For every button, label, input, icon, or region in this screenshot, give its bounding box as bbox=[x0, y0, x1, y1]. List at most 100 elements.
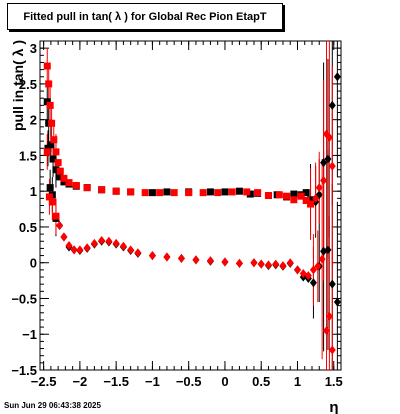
red-marker bbox=[134, 248, 142, 258]
red-marker bbox=[60, 174, 68, 182]
red-marker bbox=[264, 260, 272, 270]
red-marker bbox=[170, 189, 178, 197]
x-tick-label: −2 bbox=[72, 374, 87, 389]
red-marker bbox=[304, 271, 312, 281]
y-tick-label: 2.5 bbox=[19, 77, 37, 92]
red-marker bbox=[45, 193, 53, 201]
axis-ticks: −2.5 −2 −1.5 −1 −0.5 0 0.5 1 1.5 −1.5 −1 −0.5 0 0.5 1 1… bbox=[11, 41, 343, 389]
red-marker bbox=[43, 62, 51, 70]
x-tick-label: 0.5 bbox=[252, 374, 270, 389]
y-tick-label: 3 bbox=[30, 41, 37, 56]
red-marker bbox=[279, 261, 287, 271]
red-marker bbox=[45, 80, 53, 88]
red-marker bbox=[235, 258, 243, 268]
red-marker bbox=[286, 258, 294, 268]
red-marker bbox=[98, 186, 106, 194]
red-marker bbox=[65, 179, 73, 187]
red-marker bbox=[250, 258, 258, 268]
red-marker bbox=[46, 101, 54, 109]
red-marker bbox=[48, 119, 56, 127]
red-marker bbox=[56, 221, 64, 231]
black-marker bbox=[307, 196, 315, 204]
black-marker bbox=[302, 189, 310, 197]
x-tick-label: −2.5 bbox=[31, 374, 57, 389]
red-marker bbox=[127, 188, 135, 196]
red-marker bbox=[283, 192, 291, 200]
y-tick-label: 2 bbox=[30, 113, 37, 128]
black-marker bbox=[52, 166, 60, 174]
red-marker bbox=[254, 189, 262, 197]
red-marker bbox=[83, 184, 91, 192]
red-marker bbox=[206, 256, 214, 266]
y-tick-label: −0.5 bbox=[11, 291, 37, 306]
red-marker bbox=[199, 189, 207, 197]
red-marker bbox=[52, 212, 60, 220]
x-tick-label: −1 bbox=[145, 374, 160, 389]
y-tick-label: −1 bbox=[22, 327, 37, 342]
red-marker bbox=[43, 148, 51, 156]
y-tick-label: 1.5 bbox=[19, 148, 37, 163]
red-marker bbox=[119, 241, 127, 251]
black-marker bbox=[49, 155, 57, 163]
black-marker bbox=[333, 297, 341, 307]
black-marker bbox=[56, 173, 64, 181]
x-tick-label: 1.5 bbox=[325, 374, 343, 389]
x-tick-label: 1 bbox=[294, 374, 301, 389]
red-marker bbox=[54, 159, 62, 167]
red-marker bbox=[112, 187, 120, 195]
chart-title: Fitted pull in tan( λ ) for Global Rec P… bbox=[7, 3, 283, 30]
black-marker bbox=[320, 158, 328, 168]
red-marker bbox=[293, 265, 301, 275]
timestamp-footer: Sun Jun 29 06:43:38 2025 bbox=[4, 401, 101, 410]
red-marker bbox=[264, 191, 272, 199]
red-marker bbox=[290, 196, 298, 204]
error-bars bbox=[46, 41, 338, 370]
red-marker bbox=[185, 189, 193, 197]
black-marker bbox=[324, 154, 332, 164]
red-marker bbox=[60, 232, 68, 242]
black-marker bbox=[328, 279, 336, 289]
black-marker bbox=[328, 100, 336, 110]
black-marker bbox=[333, 72, 341, 82]
red-marker bbox=[272, 259, 280, 269]
black-marker bbox=[163, 188, 171, 196]
plot-frame bbox=[39, 40, 342, 371]
red-marker bbox=[156, 189, 164, 197]
red-marker bbox=[214, 189, 222, 197]
red-marker bbox=[112, 238, 120, 248]
red-marker bbox=[312, 193, 320, 203]
y-tick-label: 1 bbox=[30, 184, 37, 199]
red-marker bbox=[318, 254, 326, 264]
y-axis-label: pull in tan( λ ) bbox=[10, 40, 26, 131]
red-marker bbox=[192, 255, 200, 265]
red-marker bbox=[243, 188, 251, 196]
red-marker bbox=[309, 265, 317, 275]
black-marker bbox=[148, 189, 156, 197]
red-marker bbox=[70, 245, 78, 255]
y-tick-label: −1.5 bbox=[11, 363, 37, 378]
red-marker bbox=[65, 241, 73, 251]
red-marker bbox=[141, 189, 149, 197]
red-marker bbox=[163, 252, 171, 262]
black-marker bbox=[221, 188, 229, 196]
black-marker bbox=[47, 141, 55, 149]
red-marker bbox=[83, 243, 91, 253]
black-marker bbox=[44, 144, 52, 152]
red-marker bbox=[322, 326, 330, 336]
black-marker bbox=[324, 245, 332, 255]
red-marker bbox=[315, 183, 323, 193]
red-marker bbox=[127, 245, 135, 255]
x-tick-label: −0.5 bbox=[176, 374, 202, 389]
black-marker bbox=[206, 188, 214, 196]
red-marker bbox=[297, 192, 305, 200]
red-marker bbox=[98, 236, 106, 246]
red-marker bbox=[72, 181, 80, 189]
black-marker bbox=[43, 98, 51, 106]
red-marker bbox=[302, 196, 310, 204]
red-marker bbox=[228, 188, 236, 196]
red-marker bbox=[328, 345, 336, 355]
black-marker bbox=[46, 184, 54, 192]
red-marker bbox=[177, 253, 185, 263]
red-marker bbox=[90, 238, 98, 248]
